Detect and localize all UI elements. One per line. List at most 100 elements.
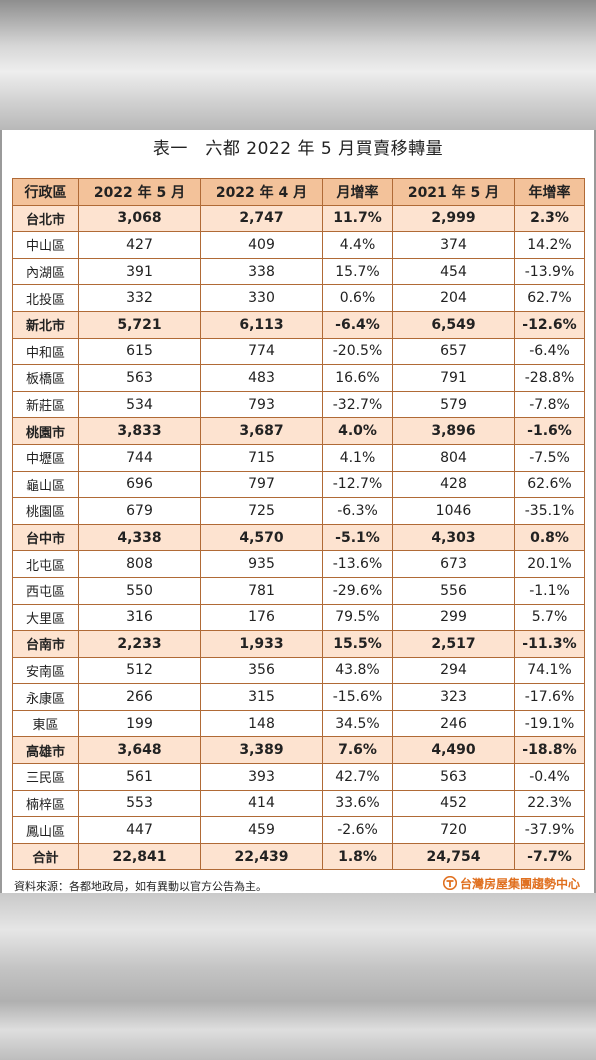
cell-yoy-rate: -37.9% xyxy=(514,816,585,844)
cell-mom-rate: 15.7% xyxy=(322,257,393,286)
cell-yoy-rate: 62.6% xyxy=(514,470,585,499)
cell-district-name: 大里區 xyxy=(12,603,79,632)
cell-apr-2022: 22,439 xyxy=(200,842,323,871)
cell-district-name: 台中市 xyxy=(12,523,79,552)
cell-may-2022: 561 xyxy=(78,763,201,791)
cell-may-2022: 266 xyxy=(78,683,201,711)
cell-may-2021: 6,549 xyxy=(392,310,515,339)
table-row: 安南區 512 356 43.8% 294 74.1% xyxy=(12,656,585,685)
cell-may-2021: 673 xyxy=(392,550,515,578)
cell-mom-rate: 4.4% xyxy=(322,231,393,259)
cell-district-name: 安南區 xyxy=(12,656,79,685)
cell-apr-2022: 176 xyxy=(200,603,323,632)
cell-mom-rate: 4.0% xyxy=(322,417,393,445)
cell-apr-2022: 3,687 xyxy=(200,417,323,445)
cell-apr-2022: 1,933 xyxy=(200,630,323,658)
cell-may-2021: 204 xyxy=(392,284,515,312)
cell-mom-rate: 1.8% xyxy=(322,842,393,871)
cell-yoy-rate: -12.6% xyxy=(514,310,585,339)
cell-may-2021: 294 xyxy=(392,656,515,685)
cell-mom-rate: 34.5% xyxy=(322,709,393,738)
cell-mom-rate: 33.6% xyxy=(322,789,393,818)
cell-yoy-rate: 5.7% xyxy=(514,603,585,632)
city-row: 新北市 5,721 6,113 -6.4% 6,549 -12.6% xyxy=(12,310,585,339)
cell-district-name: 高雄市 xyxy=(12,736,79,765)
cell-apr-2022: 725 xyxy=(200,497,323,525)
cell-may-2022: 615 xyxy=(78,337,201,366)
cell-mom-rate: -29.6% xyxy=(322,576,393,605)
cell-may-2021: 374 xyxy=(392,231,515,259)
brand-name: 台灣房屋集團趨勢中心 xyxy=(459,876,580,891)
cell-mom-rate: 42.7% xyxy=(322,763,393,791)
cell-may-2022: 5,721 xyxy=(78,310,201,339)
cell-may-2022: 563 xyxy=(78,364,201,392)
table-row: 龜山區 696 797 -12.7% 428 62.6% xyxy=(12,470,585,499)
cell-apr-2022: 935 xyxy=(200,550,323,578)
cell-mom-rate: -32.7% xyxy=(322,390,393,419)
blurred-background-bottom xyxy=(0,893,596,1060)
city-row: 台北市 3,068 2,747 11.7% 2,999 2.3% xyxy=(12,204,585,233)
cell-apr-2022: 338 xyxy=(200,257,323,286)
table-row: 西屯區 550 781 -29.6% 556 -1.1% xyxy=(12,576,585,605)
cell-yoy-rate: 2.3% xyxy=(514,204,585,233)
cell-yoy-rate: -11.3% xyxy=(514,630,585,658)
cell-yoy-rate: -28.8% xyxy=(514,364,585,392)
cell-district-name: 台北市 xyxy=(12,204,79,233)
total-row: 合計 22,841 22,439 1.8% 24,754 -7.7% xyxy=(12,842,585,871)
table-row: 中和區 615 774 -20.5% 657 -6.4% xyxy=(12,337,585,366)
transfer-volume-table: 行政區 2022 年 5 月 2022 年 4 月 月增率 2021 年 5 月… xyxy=(12,178,585,871)
table-header-row: 行政區 2022 年 5 月 2022 年 4 月 月增率 2021 年 5 月… xyxy=(12,178,585,206)
cell-district-name: 永康區 xyxy=(12,683,79,711)
header-may-2021: 2021 年 5 月 xyxy=(392,178,515,206)
cell-yoy-rate: -7.7% xyxy=(514,842,585,871)
city-row: 台南市 2,233 1,933 15.5% 2,517 -11.3% xyxy=(12,630,585,658)
cell-may-2022: 550 xyxy=(78,576,201,605)
table-row: 中山區 427 409 4.4% 374 14.2% xyxy=(12,231,585,259)
table-row: 三民區 561 393 42.7% 563 -0.4% xyxy=(12,763,585,791)
cell-apr-2022: 6,113 xyxy=(200,310,323,339)
cell-yoy-rate: -18.8% xyxy=(514,736,585,765)
table-row: 大里區 316 176 79.5% 299 5.7% xyxy=(12,603,585,632)
cell-mom-rate: 7.6% xyxy=(322,736,393,765)
cell-yoy-rate: -19.1% xyxy=(514,709,585,738)
cell-apr-2022: 148 xyxy=(200,709,323,738)
header-may-2022: 2022 年 5 月 xyxy=(78,178,201,206)
cell-may-2022: 391 xyxy=(78,257,201,286)
cell-district-name: 桃園市 xyxy=(12,417,79,445)
cell-may-2021: 323 xyxy=(392,683,515,711)
cell-yoy-rate: -6.4% xyxy=(514,337,585,366)
cell-may-2021: 791 xyxy=(392,364,515,392)
cell-district-name: 三民區 xyxy=(12,763,79,791)
cell-may-2021: 579 xyxy=(392,390,515,419)
cell-may-2022: 3,068 xyxy=(78,204,201,233)
cell-yoy-rate: 62.7% xyxy=(514,284,585,312)
cell-apr-2022: 330 xyxy=(200,284,323,312)
cell-may-2022: 679 xyxy=(78,497,201,525)
cell-may-2021: 4,490 xyxy=(392,736,515,765)
cell-district-name: 中壢區 xyxy=(12,443,79,472)
cell-apr-2022: 409 xyxy=(200,231,323,259)
blurred-background-top xyxy=(0,0,596,130)
cell-yoy-rate: 22.3% xyxy=(514,789,585,818)
cell-may-2021: 454 xyxy=(392,257,515,286)
cell-yoy-rate: -0.4% xyxy=(514,763,585,791)
cell-apr-2022: 459 xyxy=(200,816,323,844)
table-row: 東區 199 148 34.5% 246 -19.1% xyxy=(12,709,585,738)
cell-mom-rate: 15.5% xyxy=(322,630,393,658)
table-row: 楠梓區 553 414 33.6% 452 22.3% xyxy=(12,789,585,818)
header-mom: 月增率 xyxy=(322,178,393,206)
cell-mom-rate: -2.6% xyxy=(322,816,393,844)
cell-may-2021: 24,754 xyxy=(392,842,515,871)
cell-may-2021: 2,517 xyxy=(392,630,515,658)
city-row: 高雄市 3,648 3,389 7.6% 4,490 -18.8% xyxy=(12,736,585,765)
cell-may-2022: 553 xyxy=(78,789,201,818)
cell-mom-rate: -6.3% xyxy=(322,497,393,525)
cell-mom-rate: -6.4% xyxy=(322,310,393,339)
cell-may-2021: 720 xyxy=(392,816,515,844)
cell-yoy-rate: -7.5% xyxy=(514,443,585,472)
cell-mom-rate: 79.5% xyxy=(322,603,393,632)
cell-may-2021: 1046 xyxy=(392,497,515,525)
cell-mom-rate: 4.1% xyxy=(322,443,393,472)
cell-may-2021: 428 xyxy=(392,470,515,499)
cell-may-2021: 657 xyxy=(392,337,515,366)
